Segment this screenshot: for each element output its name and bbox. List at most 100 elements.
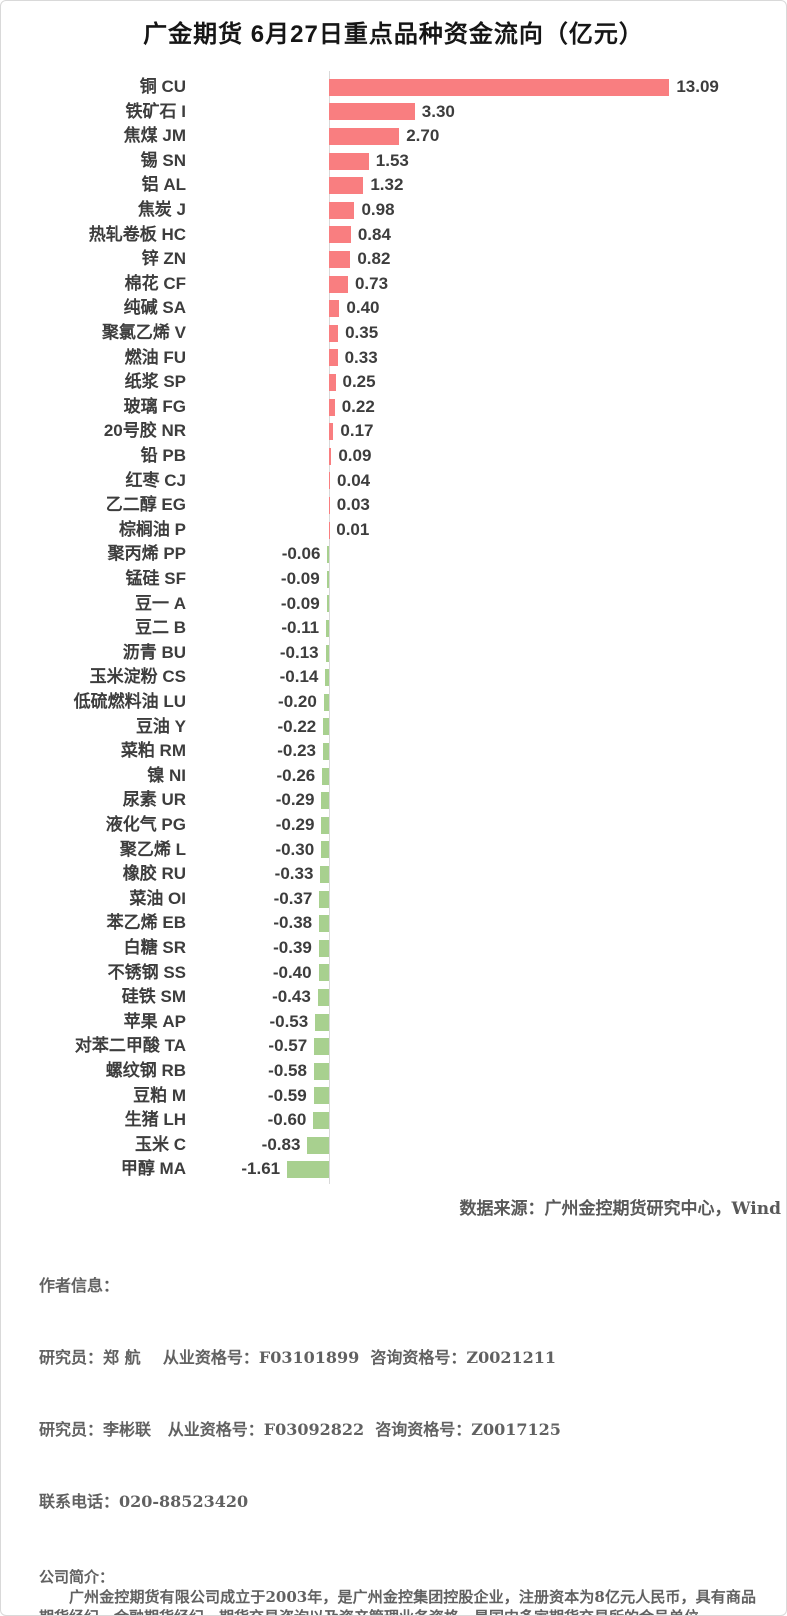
chart-row: 纯碱 SA 0.40 [1,296,786,321]
value-label: 0.84 [357,224,391,244]
outflow-bar [318,964,329,982]
chart-row: 豆二 B -0.11 [1,616,786,641]
outflow-bar [318,939,329,957]
chart-row: 豆粕 M -0.59 [1,1084,786,1109]
value-label: -0.22 [277,716,317,736]
inflow-bar [329,398,335,416]
category-label: 生猪 LH [124,1110,186,1130]
chart-row: 玻璃 FG 0.22 [1,395,786,420]
value-label: 3.30 [421,101,455,121]
value-label: -0.59 [267,1085,307,1105]
value-label: 0.73 [354,273,389,293]
chart-row: 燃油 FU 0.33 [1,346,786,371]
value-label: -0.83 [261,1134,301,1154]
inflow-bar [329,373,336,391]
outflow-bar [317,988,329,1006]
category-label: 镍 NI [147,765,186,785]
outflow-bar [326,570,329,588]
value-label: -0.26 [276,765,316,785]
chart-row: 沥青 BU -0.13 [1,641,786,666]
chart-row: 热轧卷板 HC 0.84 [1,223,786,248]
chart-row: 铁矿石 I 3.30 [1,100,786,125]
value-label: -0.33 [274,864,314,884]
company-intro-block: 公司简介： 广州金控期货有限公司成立于2003年，是广州金控集团控股企业，注册资… [39,1567,756,1615]
chart-row: 镍 NI -0.26 [1,764,786,789]
chart-title: 广金期货 6月27日重点品种资金流向（亿元） [143,21,644,48]
value-label: 2.70 [406,126,440,146]
outflow-bar [321,841,329,859]
author-info-block: 作者信息： 研究员：郑 航 从业资格号：F03101899 咨询资格号：Z002… [39,1226,756,1562]
category-label: 纯碱 SA [123,298,186,318]
category-label: 白糖 SR [123,938,186,957]
category-label: 菜油 OI [129,888,186,908]
outflow-bar [323,693,329,711]
outflow-bar [315,1013,329,1031]
value-label: -0.43 [272,987,311,1007]
category-label: 苯乙烯 EB [106,913,186,933]
category-label: 豆一 A [135,593,186,613]
zero-axis-line [329,71,330,1184]
category-label: 对苯二甲酸 TA [74,1036,186,1056]
outflow-bar [319,915,329,933]
value-label: 1.53 [375,150,409,170]
category-label: 铜 CU [139,77,186,96]
category-label: 玻璃 FG [123,396,186,416]
chart-row: 棕榈油 P 0.01 [1,518,786,543]
inflow-bar [329,300,340,318]
value-label: 0.04 [337,470,371,490]
category-label: 热轧卷板 HC [88,224,186,244]
chart-row: 橡胶 RU -0.33 [1,862,786,887]
category-label: 玉米 C [135,1134,186,1154]
category-label: 豆油 Y [135,716,186,736]
chart-row: 聚乙烯 L -0.30 [1,838,786,863]
category-label: 豆粕 M [133,1085,186,1105]
category-label: 纸浆 SP [124,372,186,392]
value-label: 0.33 [344,347,378,367]
inflow-bar [329,447,332,465]
outflow-bar [313,1087,329,1105]
value-label: 0.40 [346,298,380,318]
chart-row: 锰硅 SF -0.09 [1,567,786,592]
category-label: 玉米淀粉 CS [89,667,186,687]
inflow-bar [329,250,351,268]
chart-row: 锡 SN 1.53 [1,149,786,174]
value-label: -0.53 [269,1011,309,1031]
category-label: 橡胶 RU [122,864,186,884]
chart-row: 苯乙烯 EB -0.38 [1,911,786,936]
category-label: 聚乙烯 L [119,839,186,859]
value-label: -0.40 [272,962,312,982]
category-label: 液化气 PG [105,815,186,834]
chart-row: 尿素 UR -0.29 [1,788,786,813]
chart-row: 红枣 CJ 0.04 [1,469,786,494]
chart-row: 纸浆 SP 0.25 [1,370,786,395]
outflow-bar [323,718,329,736]
chart-row: 生猪 LH -0.60 [1,1108,786,1133]
outflow-bar [320,865,329,883]
category-label: 红枣 CJ [125,470,186,490]
outflow-bar [313,1111,329,1129]
value-label: -0.09 [280,593,320,613]
category-label: 铅 PB [140,446,186,465]
category-label: 铁矿石 I [125,101,186,121]
value-label: -0.06 [281,544,321,564]
outflow-bar [325,669,329,687]
category-label: 锌 ZN [141,249,186,269]
author-heading: 作者信息： [39,1276,120,1295]
value-label: 0.22 [341,396,375,416]
inflow-bar [329,78,670,96]
category-label: 沥青 BU [122,642,186,662]
outflow-bar [321,792,329,810]
chart-row: 低硫燃料油 LU -0.20 [1,690,786,715]
category-label: 棉花 CF [124,273,186,293]
inflow-bar [329,201,355,219]
value-label: 0.17 [340,421,374,441]
inflow-bar [329,472,331,490]
value-label: -0.11 [281,618,320,638]
category-label: 棕榈油 P [118,519,186,539]
value-label: -0.20 [278,692,317,711]
chart-row: 豆油 Y -0.22 [1,715,786,740]
category-label: 焦煤 JM [123,126,186,146]
value-label: -0.57 [268,1036,308,1056]
value-label: -0.13 [279,642,319,662]
contact-phone: 联系电话：020-88523420 [39,1492,249,1511]
